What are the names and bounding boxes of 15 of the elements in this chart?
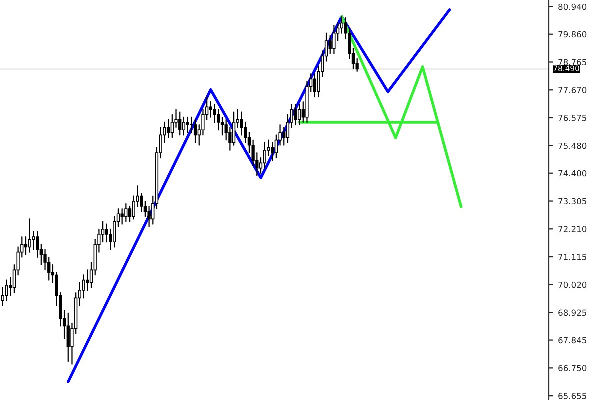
y-tick-label: 66.750 — [558, 365, 587, 372]
y-tick-label: 70.020 — [558, 282, 587, 288]
y-tick-label: 80.940 — [558, 4, 587, 10]
y-tick-label: 79.860 — [558, 31, 587, 38]
y-tick-label: 78.765 — [558, 59, 586, 66]
y-tick-label: 67.845 — [558, 337, 586, 344]
y-tick-label: 74.400 — [558, 170, 587, 177]
y-tick-label: 73.305 — [558, 198, 586, 205]
y-tick-label: 71.115 — [558, 254, 586, 260]
y-tick-label: 68.925 — [558, 310, 586, 316]
y-tick-label: 77.670 — [558, 87, 587, 94]
y-tick-label: 65.655 — [558, 393, 586, 400]
y-tick-label: 75.480 — [558, 142, 587, 150]
y-tick-label: 72.210 — [558, 226, 587, 232]
y-tick-label: 76.575 — [558, 114, 586, 122]
